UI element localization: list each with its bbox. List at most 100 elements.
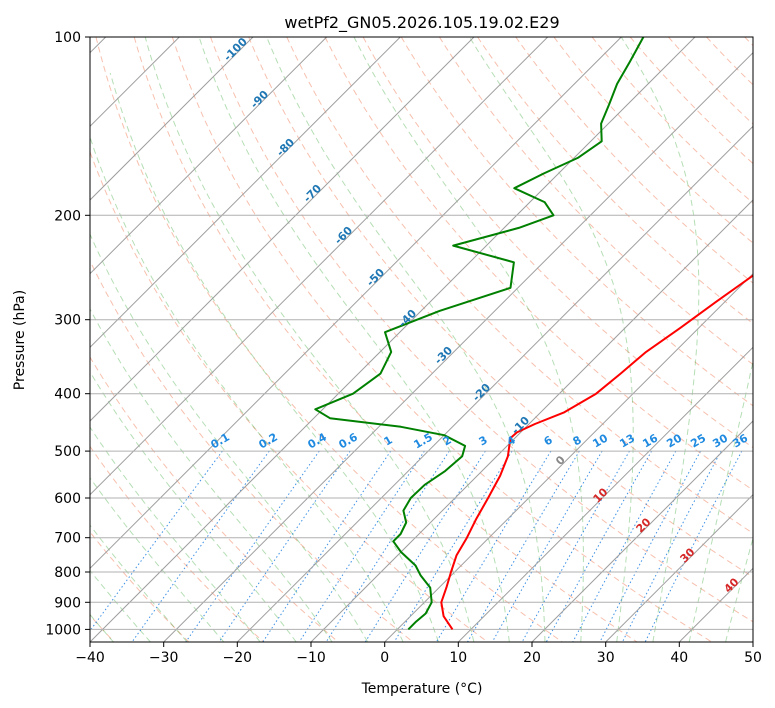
dry-adiabat-label: -20 bbox=[470, 381, 493, 404]
mixing-ratio-label: 6 bbox=[542, 433, 555, 448]
y-tick-label: 300 bbox=[54, 313, 81, 329]
moist-adiabat-line bbox=[90, 370, 297, 642]
moist-adiabat-line bbox=[620, 37, 700, 642]
x-tick-label: 0 bbox=[380, 650, 389, 666]
dry-adiabat-line bbox=[438, 37, 753, 366]
mixing-ratio-line bbox=[621, 450, 722, 642]
mixing-ratio-label: 16 bbox=[640, 431, 660, 450]
x-tick-label: 40 bbox=[670, 650, 688, 666]
mixing-ratio-line bbox=[521, 450, 630, 642]
x-tick-label: −30 bbox=[149, 650, 179, 666]
dry-adiabat-label: -100 bbox=[221, 35, 250, 64]
mixing-ratio-label: 20 bbox=[664, 431, 684, 450]
mixing-ratio-line bbox=[599, 450, 701, 642]
mixing-ratio-line bbox=[467, 450, 580, 642]
moist-adiabat-line bbox=[469, 37, 634, 642]
y-tick-label: 200 bbox=[54, 208, 81, 224]
isotherm-gridline bbox=[605, 493, 753, 642]
mixing-ratio-label: 13 bbox=[617, 432, 637, 451]
y-tick-label: 500 bbox=[54, 444, 81, 460]
y-tick-label: 600 bbox=[54, 491, 81, 507]
y-tick-label: 1000 bbox=[45, 622, 81, 638]
mixing-ratio-label: 0.6 bbox=[337, 430, 361, 451]
dry-adiabat-line bbox=[324, 37, 753, 491]
mixing-ratio-label: 1 bbox=[382, 433, 395, 448]
moist-adiabat-line bbox=[144, 37, 475, 642]
isotherm-gridline bbox=[531, 420, 753, 642]
x-tick-label: 10 bbox=[449, 650, 467, 666]
dry-adiabat-line bbox=[171, 37, 712, 642]
isotherm-gridline bbox=[90, 37, 328, 275]
plot-frame bbox=[89, 36, 754, 643]
mixing-ratio-label: 30 bbox=[710, 431, 730, 450]
dry-adiabat-line bbox=[90, 356, 339, 642]
isotherm-gridline bbox=[752, 641, 753, 642]
mixing-ratio-line bbox=[185, 450, 320, 642]
moist-adiabat-line bbox=[109, 72, 439, 642]
dry-adiabat-line bbox=[706, 37, 753, 86]
isotherm-gridline bbox=[384, 272, 753, 642]
isotherm-gridline bbox=[90, 37, 475, 422]
dry-adiabat-line bbox=[210, 37, 753, 623]
moist-adiabat-line bbox=[90, 426, 261, 642]
moist-adiabat-line bbox=[90, 524, 188, 642]
isotherm-gridline bbox=[90, 37, 401, 349]
mixing-ratio-line bbox=[491, 450, 603, 642]
mixing-ratio-line bbox=[262, 450, 392, 642]
mixing-ratio-label: 3 bbox=[477, 433, 490, 448]
x-tick-label: 20 bbox=[523, 650, 541, 666]
moist-adiabat-line bbox=[90, 135, 404, 642]
temperature-profile-line bbox=[440, 274, 753, 630]
dry-adiabat-line bbox=[591, 37, 753, 204]
moist-adiabat-label: 30 bbox=[678, 545, 698, 565]
moist-adiabat-line bbox=[688, 358, 753, 642]
moist-adiabat-line bbox=[266, 37, 546, 642]
mixing-ratio-label: 10 bbox=[590, 431, 610, 450]
dry-adiabat-line bbox=[553, 37, 753, 244]
moist-adiabat-line bbox=[90, 308, 333, 642]
dry-adiabat-line bbox=[90, 150, 488, 642]
mixing-ratio-line bbox=[572, 450, 677, 642]
isotherm-gridline bbox=[163, 51, 753, 642]
x-tick-label: 50 bbox=[744, 650, 762, 666]
mixing-ratio-label: 36 bbox=[730, 431, 750, 450]
dry-adiabat-line bbox=[90, 259, 414, 642]
y-tick-label: 100 bbox=[54, 30, 81, 46]
dry-adiabat-label: -10 bbox=[509, 414, 532, 437]
mixing-ratio-line bbox=[393, 450, 513, 642]
mixing-ratio-label: 2 bbox=[441, 433, 454, 448]
mixing-ratio-label: 25 bbox=[688, 432, 708, 451]
x-tick-label: −20 bbox=[223, 650, 253, 666]
x-tick-label: −10 bbox=[296, 650, 326, 666]
mixing-ratio-line bbox=[364, 450, 486, 642]
dry-adiabat-line bbox=[248, 37, 753, 578]
dry-adiabat-label: -70 bbox=[301, 182, 324, 205]
dry-adiabat-line bbox=[400, 37, 753, 407]
moist-adiabat-label: 10 bbox=[591, 485, 611, 505]
moist-adiabat-line bbox=[198, 37, 510, 642]
dry-adiabat-line bbox=[95, 37, 563, 642]
y-tick-label: 700 bbox=[54, 531, 81, 547]
data-series bbox=[314, 37, 753, 631]
mixing-ratio-line bbox=[298, 450, 425, 642]
dewpoint-profile-line bbox=[314, 37, 645, 631]
dry-adiabat-line bbox=[90, 531, 190, 642]
isotherm-gridline bbox=[90, 37, 622, 570]
chart-title: wetPf2_GN05.2026.105.19.02.E29 bbox=[284, 13, 559, 33]
grid bbox=[90, 37, 753, 642]
isotherm-gridline bbox=[90, 37, 696, 642]
dry-adiabat-label: -80 bbox=[274, 136, 297, 159]
moist-adiabat-label: 20 bbox=[634, 515, 654, 535]
dry-adiabat-label: -60 bbox=[332, 224, 355, 247]
moist-adiabat-line bbox=[725, 536, 753, 642]
x-axis-label: Temperature (°C) bbox=[361, 681, 483, 697]
mixing-ratio-line bbox=[545, 450, 653, 642]
mixing-ratio-line bbox=[131, 450, 270, 642]
isotherm-gridline bbox=[310, 199, 753, 642]
dry-adiabat-label: -50 bbox=[364, 266, 387, 289]
y-tick-label: 900 bbox=[54, 595, 81, 611]
mixing-ratio-label: 0.2 bbox=[257, 430, 280, 451]
moist-adiabat-line bbox=[90, 232, 369, 642]
isotherm-gridline bbox=[236, 125, 753, 642]
